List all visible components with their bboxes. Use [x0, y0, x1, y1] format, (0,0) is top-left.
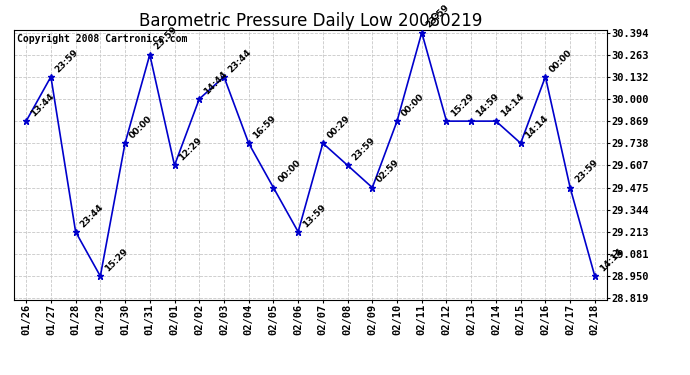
Text: 23:59: 23:59 [424, 3, 451, 30]
Text: 16:59: 16:59 [251, 114, 278, 141]
Text: 15:29: 15:29 [103, 247, 130, 273]
Text: 12:29: 12:29 [177, 136, 204, 162]
Text: 02:59: 02:59 [375, 158, 402, 185]
Text: 14:14: 14:14 [598, 247, 624, 273]
Text: 15:29: 15:29 [449, 92, 476, 118]
Text: 23:59: 23:59 [351, 136, 377, 162]
Text: 13:59: 13:59 [301, 202, 328, 229]
Text: 00:00: 00:00 [548, 48, 574, 74]
Text: 14:44: 14:44 [202, 69, 229, 96]
Text: 14:14: 14:14 [499, 92, 526, 118]
Text: 14:59: 14:59 [474, 92, 501, 118]
Text: 14:14: 14:14 [524, 114, 550, 141]
Text: 23:59: 23:59 [54, 47, 80, 74]
Text: 00:00: 00:00 [276, 159, 302, 185]
Text: 23:44: 23:44 [227, 47, 253, 74]
Title: Barometric Pressure Daily Low 20080219: Barometric Pressure Daily Low 20080219 [139, 12, 482, 30]
Text: 23:44: 23:44 [79, 202, 105, 229]
Text: 23:59: 23:59 [152, 25, 179, 52]
Text: 00:29: 00:29 [326, 114, 352, 141]
Text: 13:44: 13:44 [29, 92, 56, 118]
Text: 23:59: 23:59 [573, 158, 600, 185]
Text: 00:00: 00:00 [128, 114, 154, 141]
Text: 00:00: 00:00 [400, 92, 426, 118]
Text: Copyright 2008 Cartronics.com: Copyright 2008 Cartronics.com [17, 34, 187, 44]
